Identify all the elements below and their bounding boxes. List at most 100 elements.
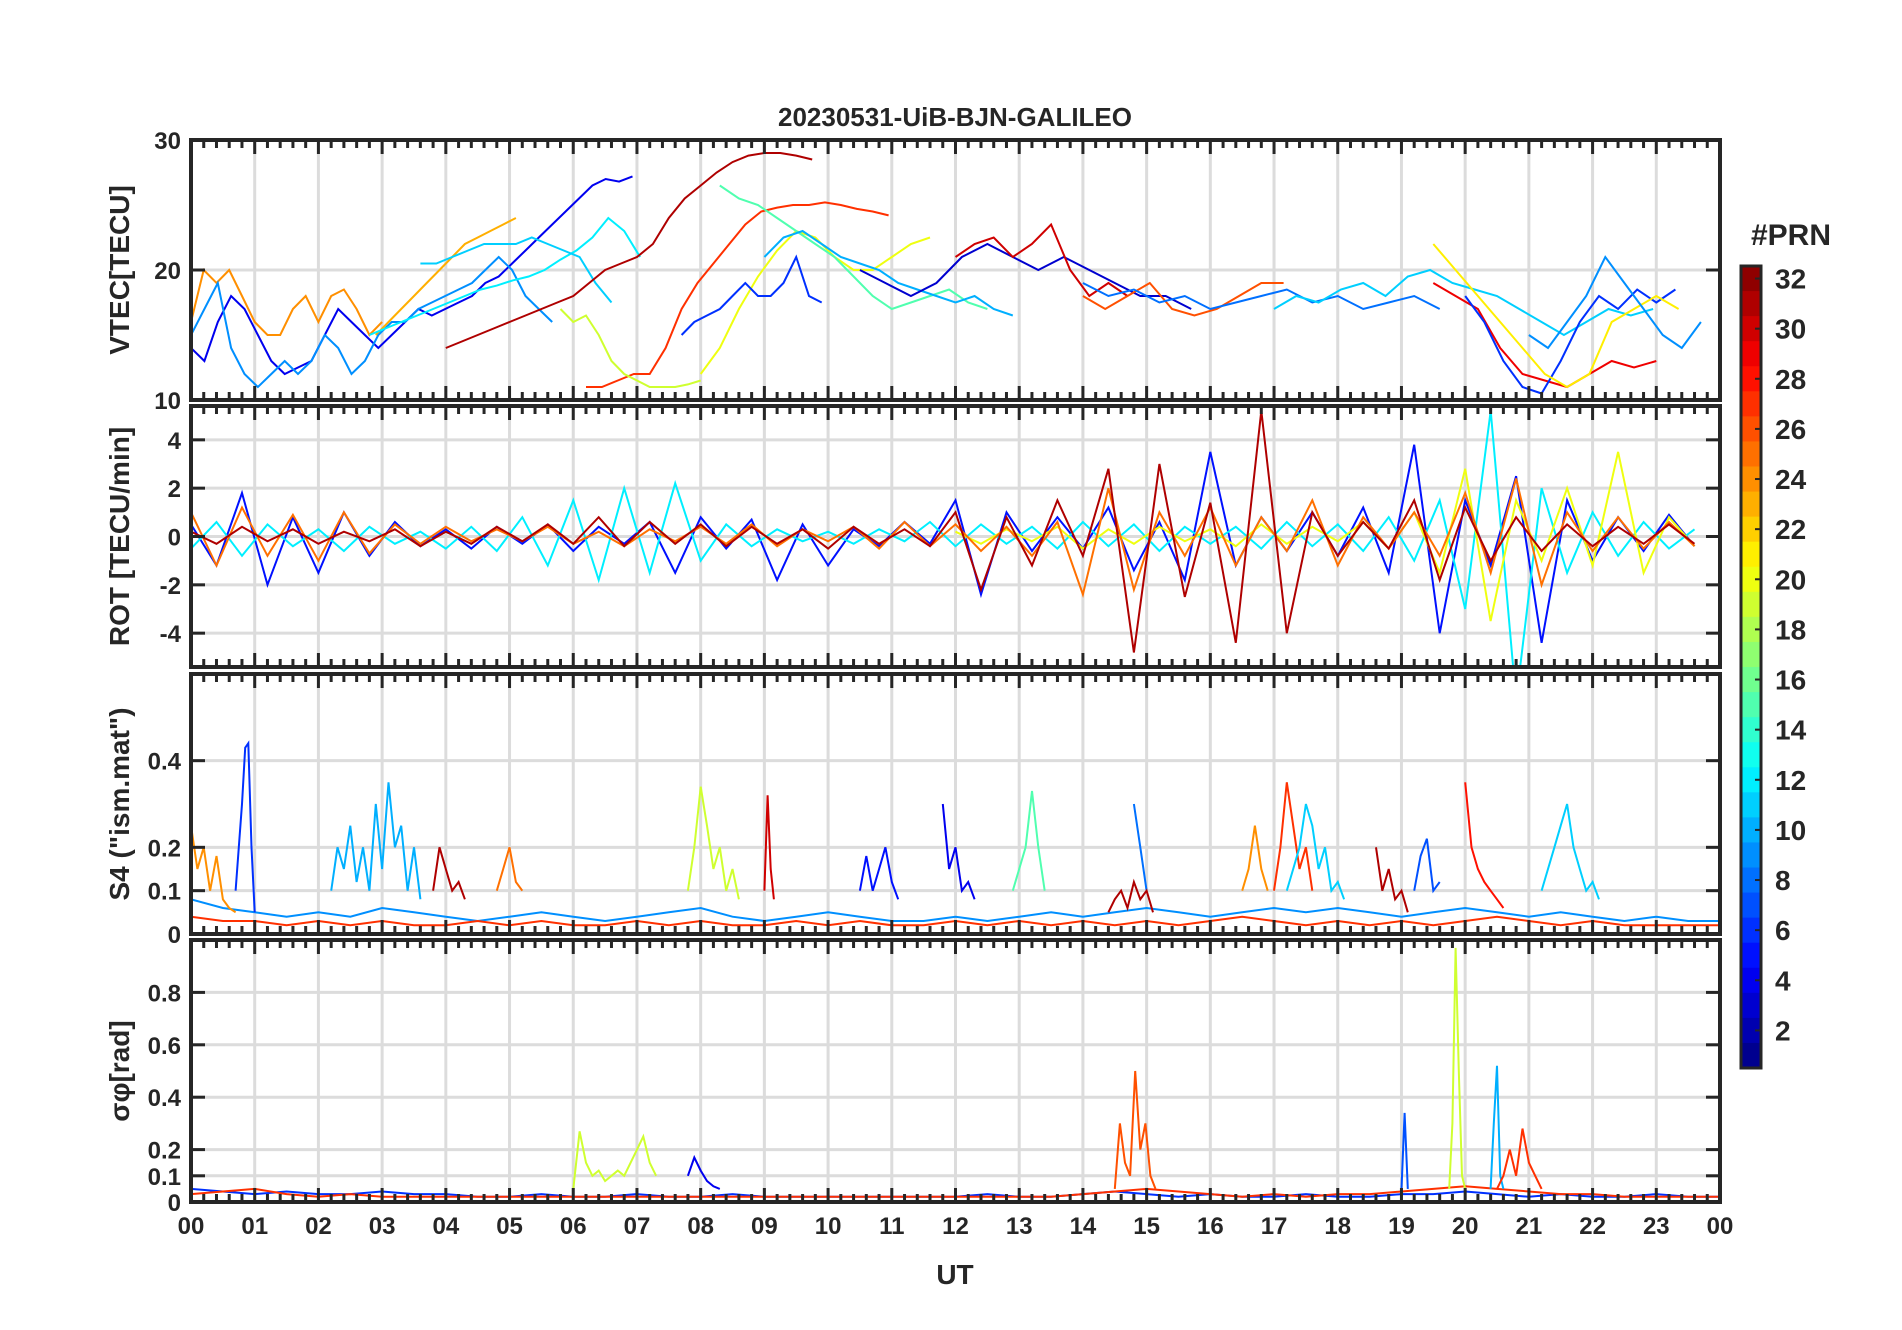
y-tick-label: 0.8 bbox=[148, 980, 181, 1007]
series-line-prn-31 bbox=[432, 847, 466, 900]
series-line-prn-15 bbox=[1011, 790, 1046, 891]
y-tick-label: 0.1 bbox=[148, 879, 181, 906]
x-tick-label: 10 bbox=[815, 1213, 842, 1240]
colorbar-swatch-prn-18 bbox=[1741, 616, 1761, 643]
y-tick-label: 0.4 bbox=[148, 749, 182, 776]
series-group bbox=[191, 410, 1696, 667]
y-tick-label: 2 bbox=[168, 476, 181, 503]
series-line-prn-15 bbox=[719, 184, 988, 311]
series-line-prn-9 bbox=[1528, 255, 1702, 350]
panel-vtec: 10 20 30 VTEC[TECU] bbox=[104, 128, 1722, 415]
series-line-prn-11 bbox=[420, 236, 613, 304]
axes-frame bbox=[189, 938, 1722, 1204]
panel-rot: -4 -2 0 2 4 ROT [TECU/min] bbox=[104, 404, 1722, 669]
colorbar-tick-label: 30 bbox=[1775, 314, 1806, 345]
series-line-prn-6 bbox=[234, 740, 256, 913]
series-line-prn-31 bbox=[191, 410, 1696, 653]
series-line-prn-26 bbox=[1082, 281, 1284, 317]
x-tick-label: 05 bbox=[496, 1213, 523, 1240]
x-tick-label: 16 bbox=[1197, 1213, 1224, 1240]
colorbar-tick-label: 12 bbox=[1775, 765, 1806, 796]
series-line-prn-10 bbox=[763, 229, 1014, 317]
colorbar-tick-label: 20 bbox=[1775, 564, 1806, 595]
colorbar-tick-label: 24 bbox=[1775, 464, 1807, 495]
series-line-prn-11 bbox=[1540, 803, 1600, 900]
series-line-prn-24 bbox=[191, 825, 237, 914]
series-line-prn-8 bbox=[1082, 282, 1441, 311]
colorbar-swatch-prn-17 bbox=[1741, 641, 1761, 668]
colorbar-tick-label: 14 bbox=[1775, 715, 1807, 746]
series-line-prn-3 bbox=[859, 242, 1192, 310]
colorbar-swatch-prn-32 bbox=[1741, 266, 1761, 292]
colorbar-swatch-prn-22 bbox=[1741, 516, 1761, 543]
series-line-prn-6 bbox=[1464, 288, 1676, 395]
series-line-prn-25 bbox=[495, 847, 524, 892]
y-tick-label: 0 bbox=[168, 1190, 181, 1217]
colorbar-swatch-prn-12 bbox=[1741, 767, 1761, 793]
x-tick-label: 18 bbox=[1324, 1213, 1351, 1240]
colorbar-swatch-prn-20 bbox=[1741, 566, 1761, 593]
y-axis-label: ROT [TECU/min] bbox=[104, 427, 135, 646]
series-line-prn-12 bbox=[369, 216, 641, 336]
series-line-prn-31 bbox=[1107, 878, 1154, 913]
series-line-prn-19 bbox=[1448, 947, 1467, 1190]
series-line-prn-4 bbox=[686, 1154, 721, 1190]
colorbar-swatch-prn-16 bbox=[1741, 667, 1761, 693]
series-line-prn-24 bbox=[191, 268, 383, 337]
series-line-prn-19 bbox=[686, 786, 740, 900]
colorbar-tick-label: 2 bbox=[1775, 1015, 1791, 1046]
axes-frame bbox=[189, 672, 1722, 936]
x-tick-label: 12 bbox=[942, 1213, 969, 1240]
x-tick-label: 07 bbox=[624, 1213, 651, 1240]
colorbar-swatch-prn-19 bbox=[1741, 591, 1761, 618]
colorbar-swatch-prn-21 bbox=[1741, 541, 1761, 568]
colorbar-tick-label: 28 bbox=[1775, 364, 1806, 395]
series-line-prn-24 bbox=[1241, 825, 1269, 891]
colorbar-swatch-prn-13 bbox=[1741, 742, 1761, 768]
series-line-prn-9 bbox=[191, 898, 1720, 923]
colorbar-swatch-prn-29 bbox=[1741, 341, 1761, 367]
colorbar-tick-label: 18 bbox=[1775, 614, 1806, 645]
series-line-prn-5 bbox=[858, 847, 900, 900]
y-tick-label: 0 bbox=[168, 525, 181, 552]
x-tick-label: 21 bbox=[1516, 1213, 1543, 1240]
colorbar-swatch-prn-5 bbox=[1741, 942, 1761, 969]
x-tick-label: 20 bbox=[1452, 1213, 1479, 1240]
x-tick-label: 03 bbox=[369, 1213, 396, 1240]
series-line-prn-12 bbox=[191, 410, 1696, 667]
colorbar-swatch-prn-11 bbox=[1741, 792, 1761, 818]
axes-frame bbox=[189, 404, 1722, 669]
colorbar-swatch-prn-9 bbox=[1741, 842, 1761, 868]
series-line-prn-4 bbox=[941, 803, 976, 900]
series-line-prn-31 bbox=[445, 152, 813, 349]
series-line-prn-10 bbox=[330, 782, 422, 900]
colorbar-tick-label: 26 bbox=[1775, 414, 1806, 445]
colorbar-swatch-prn-26 bbox=[1741, 416, 1761, 442]
colorbar-swatch-prn-25 bbox=[1741, 441, 1761, 467]
y-tick-label: 20 bbox=[154, 258, 181, 285]
series-line-prn-27 bbox=[1273, 782, 1314, 891]
panel-s4: 0 0.1 0.2 0.4 S4 ("ism.mat") bbox=[104, 672, 1722, 949]
y-tick-label: 0.6 bbox=[148, 1033, 181, 1060]
colorbar-tick-label: 22 bbox=[1775, 514, 1806, 545]
y-tick-label: 4 bbox=[168, 428, 182, 455]
series-line-prn-30 bbox=[954, 222, 1129, 298]
series-line-prn-7 bbox=[1413, 838, 1441, 894]
colorbar-swatch-prn-30 bbox=[1741, 316, 1761, 342]
colorbar-swatch-prn-1 bbox=[1741, 1042, 1761, 1069]
chart-title: 20230531-UiB-BJN-GALILEO bbox=[778, 102, 1132, 132]
series-group bbox=[191, 152, 1702, 395]
x-tick-label: 13 bbox=[1006, 1213, 1033, 1240]
x-tick-label: 14 bbox=[1070, 1213, 1097, 1240]
colorbar-swatch-prn-14 bbox=[1741, 717, 1761, 743]
x-axis-label: UT bbox=[936, 1259, 973, 1290]
colorbar-tick-label: 16 bbox=[1775, 665, 1806, 696]
y-axis-label: S4 ("ism.mat") bbox=[104, 707, 135, 900]
series-line-prn-27 bbox=[1496, 1128, 1543, 1190]
series-line-prn-5 bbox=[191, 444, 1696, 643]
colorbar-swatch-prn-8 bbox=[1741, 867, 1761, 894]
colorbar-title: #PRN bbox=[1751, 219, 1831, 252]
colorbar-swatch-prn-10 bbox=[1741, 817, 1761, 843]
series-line-prn-8 bbox=[1132, 803, 1148, 891]
